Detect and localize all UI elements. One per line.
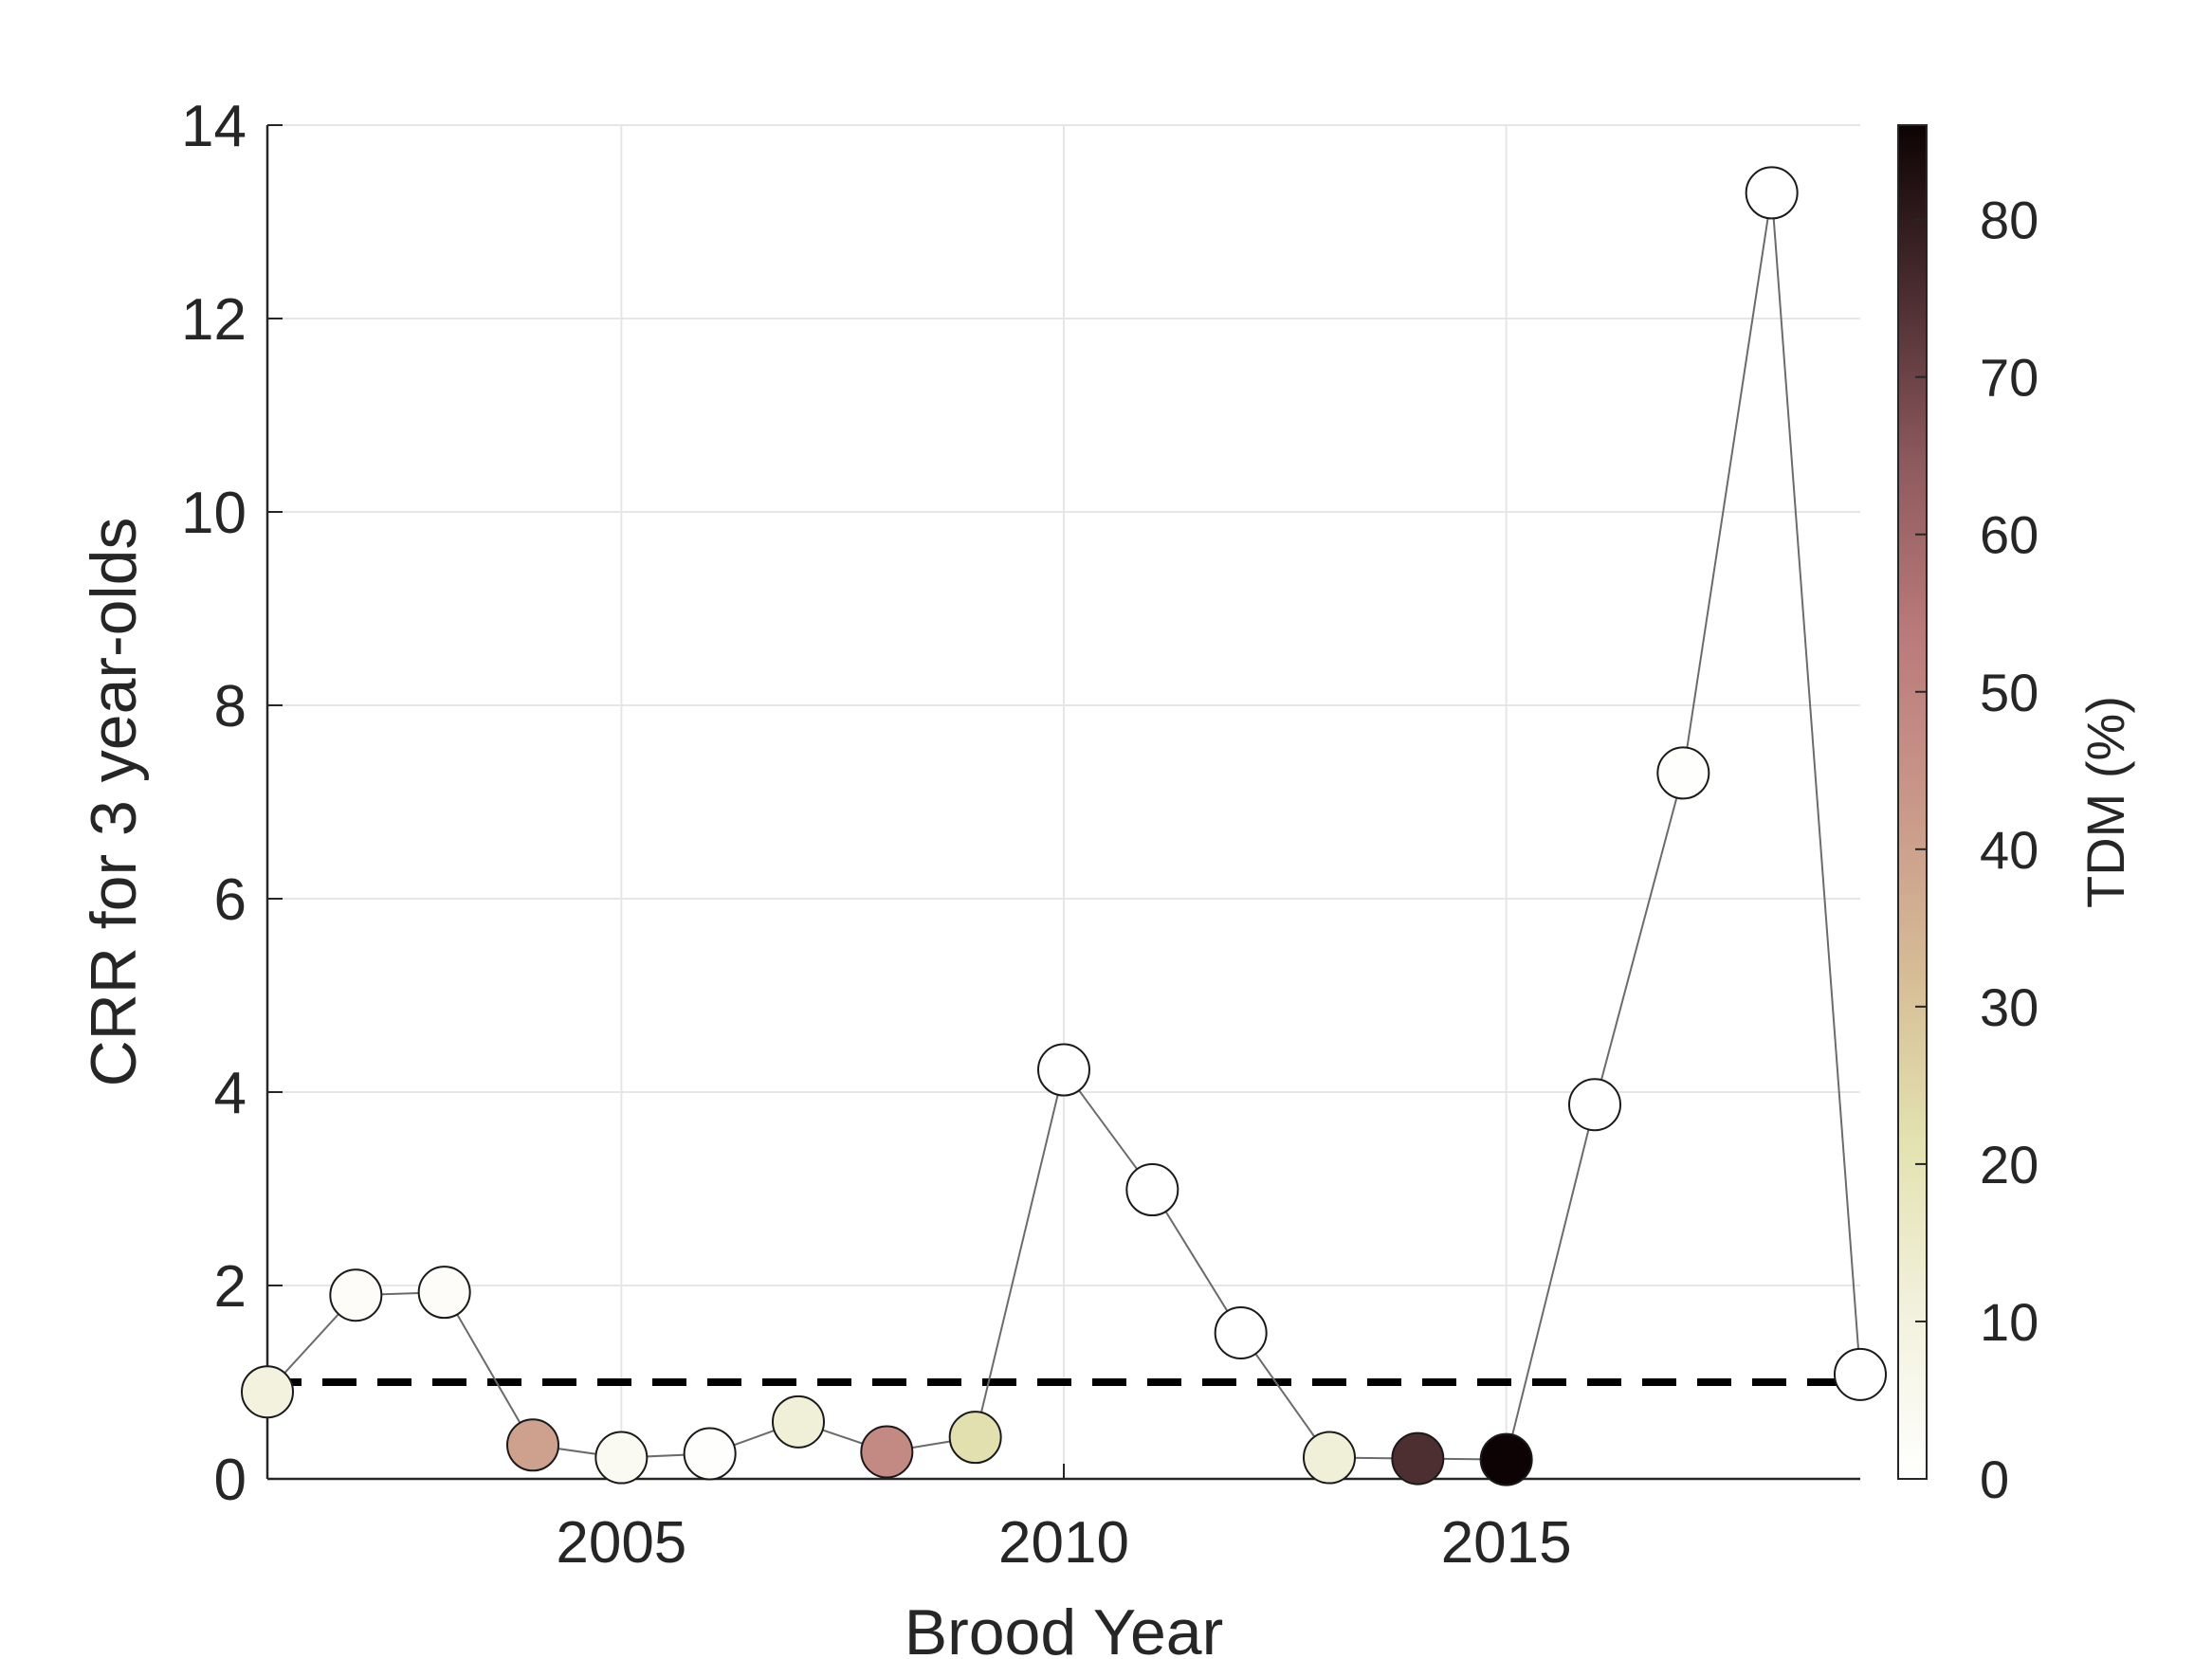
axes — [265, 124, 1860, 1481]
data-point — [1479, 1432, 1533, 1486]
data-point — [417, 1266, 471, 1320]
data-point — [1125, 1163, 1179, 1217]
y-tick-label: 12 — [181, 287, 247, 353]
y-tick-label: 10 — [181, 481, 247, 546]
data-point — [1745, 166, 1799, 220]
data-point — [241, 1365, 294, 1419]
colorbar-tick-label: 20 — [1980, 1135, 2038, 1194]
colorbar: 0 10 20 30 40 50 60 70 80 — [1897, 124, 2038, 1509]
colorbar-tick-label: 30 — [1980, 977, 2038, 1037]
y-tick-label: 2 — [214, 1254, 247, 1320]
data-point — [594, 1431, 649, 1485]
data-point — [772, 1395, 825, 1449]
x-tick-label: 2005 — [556, 1510, 686, 1576]
x-axis-label: Brood Year — [905, 1596, 1224, 1659]
y-tick-label: 8 — [214, 674, 247, 739]
x-tick-label: 2010 — [998, 1510, 1129, 1576]
y-axis-label: CRR for 3 year-olds — [78, 518, 150, 1087]
colorbar-tick-label: 50 — [1980, 663, 2038, 722]
colorbar-tick-label: 70 — [1980, 348, 2038, 408]
data-point — [1568, 1078, 1621, 1132]
x-tick-label: 2015 — [1441, 1510, 1572, 1576]
colorbar-tick-label: 80 — [1980, 191, 2038, 250]
colorbar-tick-label: 40 — [1980, 820, 2038, 880]
y-tick-label: 14 — [181, 94, 247, 159]
grid-lines — [267, 124, 1860, 1480]
data-point — [683, 1427, 737, 1481]
data-point — [1303, 1431, 1356, 1485]
y-tick-label: 6 — [214, 867, 247, 933]
data-point — [948, 1411, 1002, 1465]
data-point — [329, 1268, 383, 1322]
colorbar-gradient — [1897, 124, 1928, 1480]
colorbar-tick-label: 60 — [1980, 505, 2038, 565]
data-point — [1037, 1043, 1090, 1097]
data-point — [860, 1425, 914, 1479]
data-point — [1656, 746, 1710, 800]
y-tick-label: 4 — [214, 1061, 247, 1126]
colorbar-tick-label: 10 — [1980, 1292, 2038, 1352]
y-tick-label: 0 — [214, 1448, 247, 1513]
data-point — [1214, 1305, 1268, 1359]
data-point — [1834, 1347, 1887, 1401]
colorbar-tick-label: 0 — [1980, 1449, 2009, 1509]
data-point — [1391, 1431, 1445, 1486]
colorbar-label: TDM (%) — [2075, 696, 2135, 908]
tick-labels: 0 2 4 6 8 10 12 14 2005 2010 2015 — [181, 94, 1572, 1576]
data-points — [241, 166, 1887, 1486]
data-point — [506, 1418, 559, 1472]
